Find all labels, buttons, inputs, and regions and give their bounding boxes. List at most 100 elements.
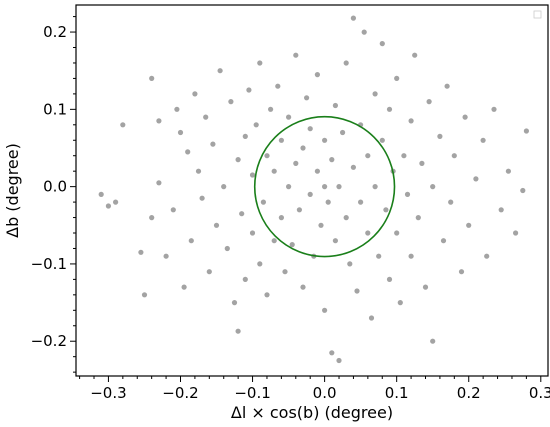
data-point bbox=[325, 199, 331, 205]
data-point bbox=[278, 215, 284, 221]
data-point bbox=[412, 52, 418, 58]
data-point bbox=[408, 118, 414, 124]
x-tick-label: 0.1 bbox=[385, 384, 409, 402]
data-point bbox=[264, 292, 270, 298]
data-point bbox=[343, 215, 349, 221]
data-point bbox=[210, 141, 216, 147]
data-point bbox=[286, 184, 292, 190]
data-point bbox=[231, 300, 238, 306]
data-point bbox=[473, 176, 479, 182]
data-point bbox=[98, 191, 104, 197]
y-tick-label: −0.1 bbox=[31, 255, 67, 273]
data-point bbox=[307, 191, 313, 197]
data-point bbox=[271, 238, 277, 244]
data-point bbox=[448, 199, 454, 205]
x-tick-label: −0.3 bbox=[90, 384, 126, 402]
y-tick-label: −0.2 bbox=[31, 332, 67, 350]
data-point bbox=[314, 72, 320, 78]
data-point bbox=[368, 315, 375, 321]
y-axis-ticks: −0.2 −0.1 0.0 0.1 0.2 bbox=[31, 16, 76, 373]
data-point bbox=[372, 184, 378, 190]
data-point bbox=[271, 168, 277, 174]
data-point bbox=[149, 215, 155, 221]
data-point bbox=[404, 191, 411, 197]
data-point bbox=[293, 160, 299, 166]
data-point bbox=[253, 122, 259, 128]
data-point bbox=[249, 230, 256, 236]
data-point bbox=[484, 253, 490, 259]
plot-frame bbox=[75, 4, 549, 377]
data-point bbox=[217, 68, 223, 74]
data-point bbox=[249, 172, 256, 178]
data-point bbox=[491, 106, 497, 112]
x-axis-label: Δl × cos(b) (degree) bbox=[231, 403, 393, 422]
x-tick-label: 0.3 bbox=[529, 384, 550, 402]
data-point bbox=[235, 328, 241, 334]
data-point bbox=[170, 207, 176, 213]
data-point bbox=[426, 99, 432, 105]
data-point bbox=[149, 75, 155, 81]
x-tick-label: −0.2 bbox=[162, 384, 198, 402]
data-point bbox=[376, 253, 382, 259]
data-point bbox=[307, 126, 313, 132]
data-point bbox=[293, 52, 299, 58]
data-point bbox=[213, 222, 220, 228]
data-point bbox=[300, 145, 306, 151]
data-point bbox=[239, 211, 245, 217]
data-point bbox=[365, 230, 371, 236]
data-point bbox=[379, 41, 385, 47]
data-point bbox=[304, 95, 310, 101]
data-point bbox=[224, 245, 230, 252]
data-point bbox=[286, 114, 292, 120]
data-point bbox=[138, 249, 144, 255]
data-point bbox=[336, 357, 342, 364]
data-point bbox=[246, 87, 252, 93]
data-point bbox=[462, 114, 468, 120]
data-point bbox=[203, 114, 209, 120]
data-point bbox=[397, 300, 403, 306]
data-point bbox=[156, 118, 162, 124]
data-point bbox=[350, 164, 356, 170]
data-point bbox=[113, 199, 119, 205]
data-point bbox=[354, 288, 360, 294]
data-point bbox=[437, 133, 443, 139]
data-point bbox=[332, 102, 338, 109]
data-point bbox=[336, 184, 342, 190]
data-point bbox=[156, 180, 162, 186]
data-point bbox=[206, 269, 212, 275]
data-point bbox=[383, 207, 389, 213]
reference-circle bbox=[253, 115, 396, 258]
data-point bbox=[185, 149, 191, 155]
data-point bbox=[394, 75, 400, 81]
data-point bbox=[401, 153, 407, 159]
data-point bbox=[350, 15, 356, 21]
data-point bbox=[278, 137, 284, 143]
data-point bbox=[329, 157, 335, 163]
data-point bbox=[379, 137, 385, 143]
data-point bbox=[451, 153, 457, 159]
data-point bbox=[361, 29, 367, 35]
y-tick-label: 0.0 bbox=[43, 178, 67, 196]
data-point bbox=[275, 83, 281, 89]
data-point bbox=[394, 230, 400, 236]
data-point bbox=[408, 253, 414, 259]
data-point bbox=[195, 168, 202, 174]
data-point bbox=[174, 106, 180, 112]
data-point bbox=[372, 91, 378, 97]
data-point bbox=[105, 203, 111, 209]
data-point bbox=[365, 153, 371, 159]
y-axis-label: Δb (degree) bbox=[3, 143, 22, 238]
data-point bbox=[192, 91, 198, 97]
data-point bbox=[242, 133, 248, 139]
data-point bbox=[322, 307, 328, 313]
data-point bbox=[340, 129, 346, 136]
y-tick-label: 0.1 bbox=[43, 100, 67, 118]
data-point bbox=[268, 106, 274, 112]
data-point bbox=[181, 284, 187, 290]
data-point bbox=[296, 207, 302, 213]
data-point bbox=[257, 60, 263, 66]
data-point bbox=[430, 338, 436, 344]
x-axis-ticks: −0.3 −0.2 −0.1 0.0 0.1 0.2 0.3 bbox=[79, 376, 550, 402]
